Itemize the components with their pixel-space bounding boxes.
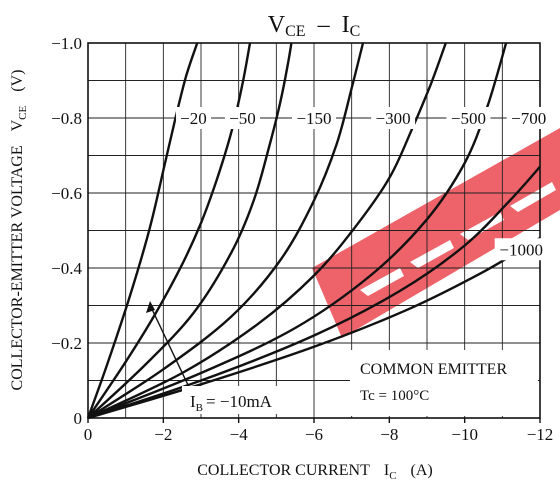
x-tick-label: −6 <box>305 425 323 444</box>
curve-ib50 <box>87 42 293 419</box>
y-tick-label: −0.6 <box>51 184 82 203</box>
series-labels: −20 −50 −150 −300 −500 −700 −1000 <box>175 107 551 261</box>
y-tick-label: −0.4 <box>51 259 82 278</box>
watermark-logo <box>312 128 560 338</box>
curve-ib10mA <box>86 42 199 419</box>
chart-title: VCE – IC <box>268 12 360 40</box>
y-axis-label: COLLECTOR-EMITTER VOLTAGEVCE(V) <box>9 70 29 391</box>
curve-ib20 <box>87 42 252 419</box>
curve-ib150 <box>87 42 365 420</box>
x-axis-label: COLLECTOR CURRENT IC (A) <box>197 462 433 482</box>
x-tick-label: −4 <box>230 425 249 444</box>
condition-temperature: Tc = 100°C <box>360 388 429 404</box>
curve-ib300 <box>87 42 447 420</box>
x-tick-label: −10 <box>451 425 478 444</box>
x-tick-label: −2 <box>154 425 172 444</box>
tick-labels: 0 −2 −4 −6 −8 −10 −12 0 −0.2 −0.4 −0.6 −0.8 −1.0 <box>51 34 553 444</box>
series-label-bg <box>292 107 336 129</box>
x-tick-label: −8 <box>380 425 398 444</box>
y-tick-label: −0.2 <box>51 334 82 353</box>
x-tick-label: 0 <box>84 425 93 444</box>
ib-pointer-arrowhead <box>146 301 155 313</box>
x-tick-label: −12 <box>527 425 554 444</box>
y-tick-label: −0.8 <box>51 109 82 128</box>
y-tick-label: −1.0 <box>51 34 82 53</box>
series-label-bg <box>446 107 491 129</box>
y-tick-label: 0 <box>74 409 83 428</box>
series-label-bg <box>175 107 211 129</box>
series-label: −50 <box>229 109 256 128</box>
ib-annotation: IB = −10mA <box>190 392 273 414</box>
series-label: −300 <box>376 109 411 128</box>
series-label: −1000 <box>499 240 543 259</box>
series-label: −700 <box>511 109 546 128</box>
series-label: −500 <box>451 109 486 128</box>
series-label-bg <box>371 107 416 129</box>
conditions-bg <box>350 350 538 416</box>
series-label: −20 <box>180 109 207 128</box>
series-label-bg <box>224 107 260 129</box>
ib-pointer-line <box>149 304 189 386</box>
series-label: −150 <box>296 109 331 128</box>
ib-label-bg <box>182 386 310 414</box>
series-label-bg <box>494 238 548 261</box>
curve-ib700 <box>87 165 541 420</box>
condition-common-emitter: COMMON EMITTER <box>360 361 507 378</box>
series-label-bg <box>506 107 551 129</box>
